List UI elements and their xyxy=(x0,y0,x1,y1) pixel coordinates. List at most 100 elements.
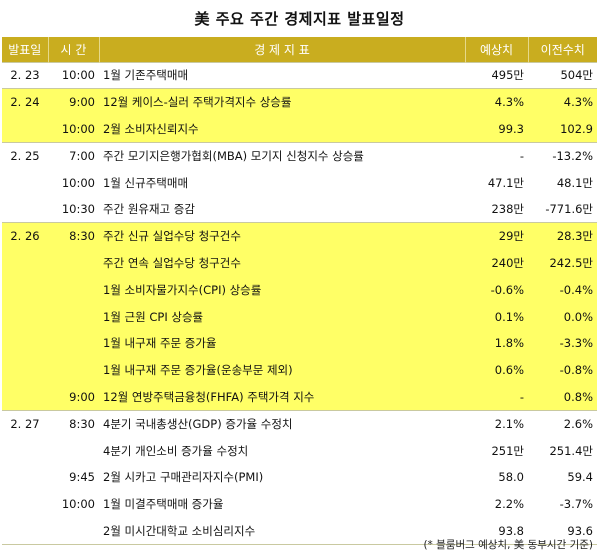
forecast-cell: 2.2% xyxy=(465,490,528,518)
date-cell xyxy=(2,303,48,330)
table-row: 1월 근원 CPI 상승률 0.1% 0.0% xyxy=(2,303,597,330)
previous-cell: 0.0% xyxy=(528,303,597,330)
date-cell: 2. 27 xyxy=(2,409,48,438)
previous-cell: 504만 xyxy=(528,61,597,89)
header-previous: 이전수치 xyxy=(528,37,597,62)
time-cell xyxy=(48,303,99,330)
indicator-cell: 1월 미결주택매매 증가율 xyxy=(99,490,465,518)
previous-cell: -3.7% xyxy=(528,490,597,518)
time-cell: 9:00 xyxy=(48,383,99,411)
table-header-row: 발표일 시 간 경 제 지 표 예상치 이전수치 xyxy=(2,37,597,62)
date-cell xyxy=(2,490,48,518)
indicator-cell: 주간 원유재고 증감 xyxy=(99,195,465,223)
indicator-cell: 2월 미시간대학교 소비심리지수 xyxy=(99,517,465,545)
time-cell xyxy=(48,437,99,464)
time-cell xyxy=(48,249,99,277)
time-cell: 10:00 xyxy=(48,169,99,196)
forecast-cell: 93.8 xyxy=(465,517,528,545)
time-cell: 9:00 xyxy=(48,88,99,116)
forecast-cell: 251만 xyxy=(465,437,528,464)
date-cell xyxy=(2,356,48,384)
previous-cell: 93.6 xyxy=(528,517,597,545)
header-time: 시 간 xyxy=(48,37,100,62)
previous-cell: 48.1만 xyxy=(528,169,597,196)
table-row: 1월 소비자물가지수(CPI) 상승률 -0.6% -0.4% xyxy=(2,276,597,304)
forecast-cell: 0.1% xyxy=(465,303,528,330)
header-date: 발표일 xyxy=(2,37,49,62)
time-cell: 10:00 xyxy=(48,115,99,143)
footnote: (* 블룸버그 예상치, 美 동부시간 기준) xyxy=(423,539,593,551)
table-row: 10:00 1월 신규주택매매 47.1만 48.1만 xyxy=(2,169,597,196)
table-row: 2. 26 8:30 주간 신규 실업수당 청구건수 29만 28.3만 xyxy=(2,222,597,250)
forecast-cell: 238만 xyxy=(465,195,528,223)
indicator-cell: 2월 소비자신뢰지수 xyxy=(99,115,465,143)
forecast-cell: - xyxy=(465,383,528,411)
table-row: 주간 연속 실업수당 청구건수 240만 242.5만 xyxy=(2,249,597,277)
date-cell xyxy=(2,115,48,143)
date-cell: 2. 24 xyxy=(2,88,48,116)
schedule-table: 발표일 시 간 경 제 지 표 예상치 이전수치 2. 23 10:00 1월 기존… xyxy=(2,37,597,545)
forecast-cell: 58.0 xyxy=(465,463,528,491)
date-cell xyxy=(2,249,48,277)
table-row: 10:00 1월 미결주택매매 증가율 2.2% -3.7% xyxy=(2,490,597,518)
indicator-cell: 주간 연속 실업수당 청구건수 xyxy=(99,249,465,277)
table-row: 1월 내구재 주문 증가율 1.8% -3.3% xyxy=(2,329,597,357)
forecast-cell: 495만 xyxy=(465,61,528,89)
time-cell: 8:30 xyxy=(48,222,99,250)
previous-cell: 28.3만 xyxy=(528,222,597,250)
previous-cell: 2.6% xyxy=(528,409,597,438)
indicator-cell: 2월 시카고 구매관리자지수(PMI) xyxy=(99,463,465,491)
forecast-cell: 99.3 xyxy=(465,115,528,143)
indicator-cell: 12월 연방주택금융청(FHFA) 주택가격 지수 xyxy=(99,383,465,411)
time-cell: 8:30 xyxy=(48,409,99,438)
time-cell: 10:30 xyxy=(48,195,99,223)
date-cell: 2. 23 xyxy=(2,61,48,89)
date-cell xyxy=(2,437,48,464)
table-row: 10:00 2월 소비자신뢰지수 99.3 102.9 xyxy=(2,115,597,143)
forecast-cell: -0.6% xyxy=(465,276,528,304)
date-cell xyxy=(2,195,48,223)
indicator-cell: 4분기 국내총생산(GDP) 증가율 수정치 xyxy=(99,409,465,438)
previous-cell: 0.8% xyxy=(528,383,597,411)
forecast-cell: - xyxy=(465,141,528,170)
header-forecast: 예상치 xyxy=(465,37,529,62)
indicator-cell: 4분기 개인소비 증가율 수정치 xyxy=(99,437,465,464)
date-cell xyxy=(2,169,48,196)
date-cell: 2. 25 xyxy=(2,141,48,170)
indicator-cell: 주간 신규 실업수당 청구건수 xyxy=(99,222,465,250)
table-row: 2. 24 9:00 12월 케이스-실러 주택가격지수 상승률 4.3% 4.3% xyxy=(2,88,597,116)
date-cell xyxy=(2,517,48,545)
time-cell: 10:00 xyxy=(48,490,99,518)
time-cell: 9:45 xyxy=(48,463,99,491)
previous-cell: 4.3% xyxy=(528,88,597,116)
forecast-cell: 1.8% xyxy=(465,329,528,357)
time-cell xyxy=(48,276,99,304)
previous-cell: -771.6만 xyxy=(528,195,597,223)
forecast-cell: 240만 xyxy=(465,249,528,277)
indicator-cell: 1월 소비자물가지수(CPI) 상승률 xyxy=(99,276,465,304)
forecast-cell: 0.6% xyxy=(465,356,528,384)
previous-cell: 59.4 xyxy=(528,463,597,491)
date-cell xyxy=(2,463,48,491)
forecast-cell: 2.1% xyxy=(465,409,528,438)
forecast-cell: 29만 xyxy=(465,222,528,250)
forecast-cell: 47.1만 xyxy=(465,169,528,196)
date-cell xyxy=(2,383,48,411)
page-title: 美 주요 주간 경제지표 발표일정 xyxy=(194,10,405,28)
table-row: 4분기 개인소비 증가율 수정치 251만 251.4만 xyxy=(2,437,597,464)
indicator-cell: 1월 내구재 주문 증가율 xyxy=(99,329,465,357)
forecast-cell: 4.3% xyxy=(465,88,528,116)
previous-cell: -3.3% xyxy=(528,329,597,357)
table-row: 2. 25 7:00 주간 모기지은행가협회(MBA) 모기지 신청지수 상승률 - -… xyxy=(2,141,597,170)
previous-cell: -13.2% xyxy=(528,141,597,170)
indicator-cell: 12월 케이스-실러 주택가격지수 상승률 xyxy=(99,88,465,116)
table-row: 2월 미시간대학교 소비심리지수 93.8 93.6 xyxy=(2,517,597,545)
time-cell xyxy=(48,356,99,384)
previous-cell: 251.4만 xyxy=(528,437,597,464)
time-cell: 7:00 xyxy=(48,141,99,170)
table-row: 9:00 12월 연방주택금융청(FHFA) 주택가격 지수 -0.8% xyxy=(2,383,597,411)
table-body: 2. 23 10:00 1월 기존주택매매 495만 504만 2. 24 9:00 12월 … xyxy=(2,61,597,545)
indicator-cell: 1월 근원 CPI 상승률 xyxy=(99,303,465,330)
time-cell xyxy=(48,517,99,545)
date-cell xyxy=(2,329,48,357)
